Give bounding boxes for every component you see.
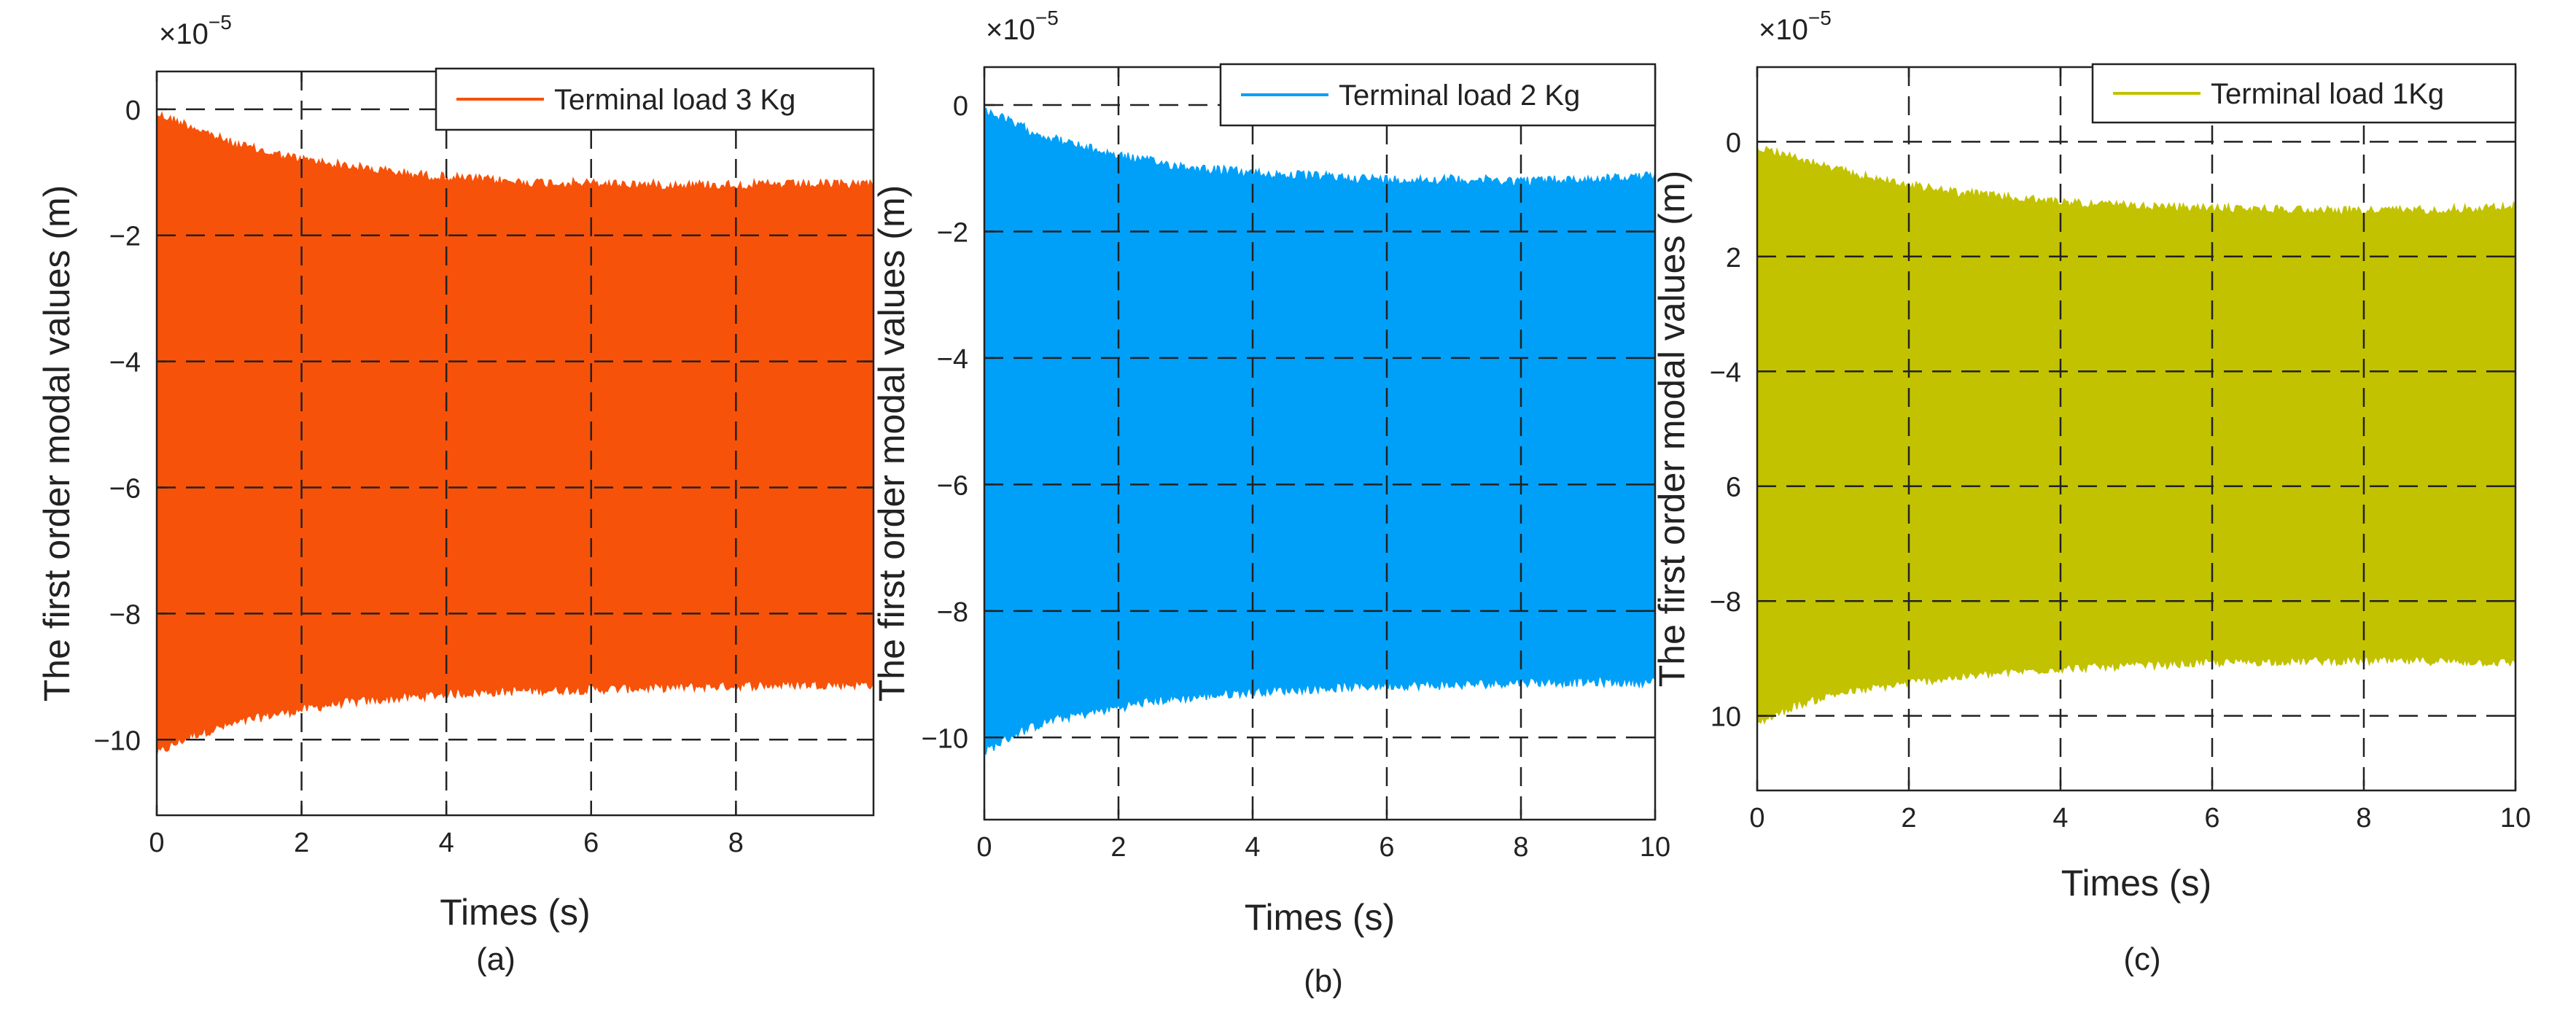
x-tick-label: 2 (294, 828, 309, 858)
x-tick-label: 10 (1640, 832, 1670, 863)
panel-c: 0 2 4 6 8 10 0 2 −4 6 −8 10 Times (s) The first order… (1651, 7, 2531, 977)
y-tick-label: 0 (1726, 128, 1741, 158)
x-tick-label: 8 (2356, 803, 2371, 834)
y-tick-label: −8 (109, 599, 141, 630)
y-tick-label: 6 (1726, 473, 1741, 503)
y-exponent: ×10−5 (986, 7, 1059, 46)
x-axis-label: Times (s) (440, 892, 590, 933)
legend-label: Terminal load 2 Kg (1339, 79, 1580, 112)
y-exponent: ×10−5 (159, 11, 232, 50)
x-tick-label: 2 (1901, 803, 1916, 834)
y-exponent: ×10−5 (1759, 7, 1832, 46)
x-axis-label: Times (s) (2061, 863, 2211, 904)
y-tick-label: −4 (937, 344, 968, 375)
legend: Terminal load 1Kg (2091, 63, 2517, 124)
x-tick-label: 6 (2204, 803, 2219, 834)
x-tick-label: 4 (1245, 832, 1260, 863)
x-tick-label: 4 (439, 828, 454, 858)
y-tick-label: 0 (125, 96, 141, 126)
y-tick-label: −2 (937, 217, 968, 248)
y-tick-label: −8 (937, 597, 968, 628)
x-tick-label: 0 (976, 832, 992, 863)
x-tick-label: 10 (2500, 803, 2531, 834)
x-tick-label: 0 (1749, 803, 1764, 834)
series-band (984, 107, 1656, 755)
y-exponent-base: ×10 (1759, 14, 1808, 46)
x-axis-label: Times (s) (1245, 897, 1395, 938)
x-tick-label: 4 (2052, 803, 2068, 834)
y-axis-label: The first order modal values (m) (871, 185, 912, 702)
x-tick-label: 8 (728, 828, 744, 858)
panel-a: 0 2 4 6 8 0 −2 −4 −6 −8 −10 Times (s) The first orde… (36, 11, 875, 977)
y-exponent-power: −5 (1808, 7, 1832, 29)
x-tick-label: 0 (149, 828, 164, 858)
legend: Terminal load 3 Kg (435, 67, 875, 131)
panel-b: 0 2 4 6 8 10 0 −2 −4 −6 −8 −10 Times (s) The first or… (871, 7, 1670, 999)
panel-caption: (a) (476, 941, 515, 977)
legend-label: Terminal load 3 Kg (554, 84, 795, 116)
x-tick-label: 6 (1379, 832, 1394, 863)
y-tick-label: −2 (109, 222, 141, 252)
y-tick-label: −10 (94, 726, 141, 756)
y-tick-label: 2 (1726, 243, 1741, 273)
legend-label: Terminal load 1Kg (2211, 78, 2444, 110)
series-band (1756, 145, 2516, 725)
panel-caption: (c) (2123, 941, 2160, 977)
y-tick-label: −8 (1710, 587, 1741, 618)
y-tick-label: −4 (1710, 357, 1741, 388)
y-exponent-base: ×10 (159, 18, 209, 50)
y-tick-label: −6 (937, 470, 968, 501)
y-exponent-power: −5 (1035, 7, 1059, 29)
y-axis-label: The first order modal values (m) (36, 185, 77, 702)
legend: Terminal load 2 Kg (1219, 63, 1657, 127)
y-tick-label: −10 (922, 723, 968, 754)
series-band (156, 111, 874, 756)
x-tick-label: 2 (1110, 832, 1126, 863)
panel-caption: (b) (1304, 963, 1343, 999)
x-tick-label: 8 (1513, 832, 1528, 863)
x-tick-label: 6 (583, 828, 599, 858)
y-tick-label: 10 (1711, 702, 1741, 733)
y-tick-label: −4 (109, 348, 141, 378)
y-tick-label: −6 (109, 474, 141, 505)
y-axis-label: The first order modal values (m) (1651, 171, 1692, 688)
y-exponent-power: −5 (209, 11, 232, 34)
y-exponent-base: ×10 (986, 14, 1035, 46)
y-tick-label: 0 (953, 91, 968, 122)
